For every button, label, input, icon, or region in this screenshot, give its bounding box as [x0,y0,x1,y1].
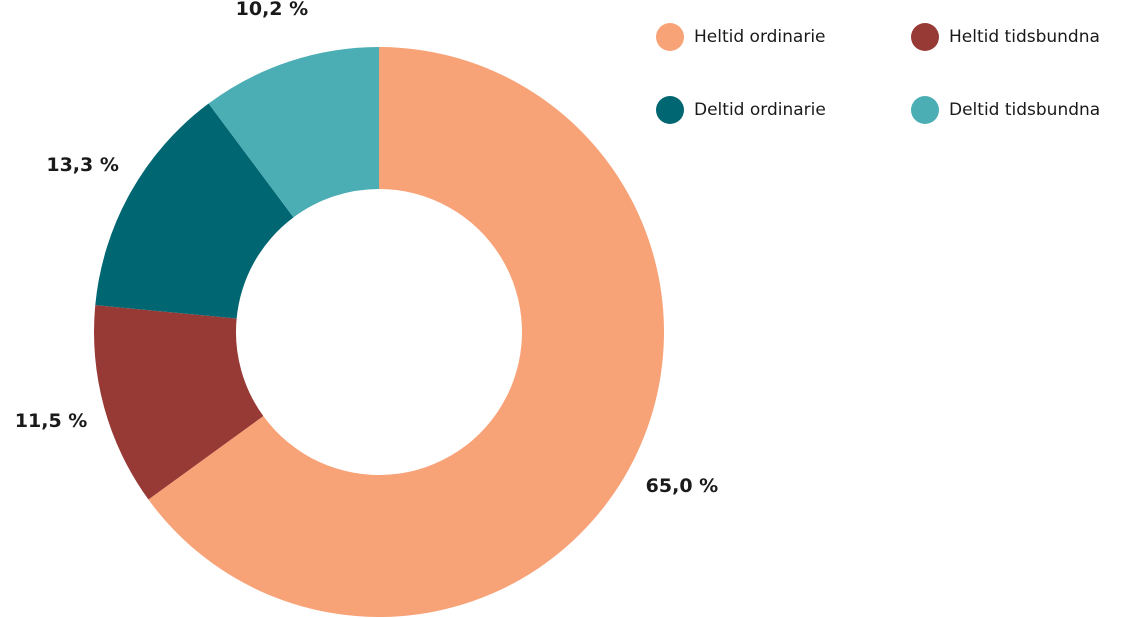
legend-swatch [656,23,684,51]
legend-label: Heltid tidsbundna [949,27,1100,47]
legend-label: Deltid tidsbundna [949,100,1100,120]
data-label: 13,3 % [46,154,119,176]
legend-swatch [911,96,939,124]
donut-slice [95,103,294,319]
legend-label: Heltid ordinarie [694,27,826,47]
data-label: 11,5 % [15,410,88,432]
legend-label: Deltid ordinarie [694,100,826,120]
data-label: 65,0 % [646,475,719,497]
legend-swatch [911,23,939,51]
legend-swatch [656,96,684,124]
donut-slice [94,305,264,500]
data-label: 10,2 % [236,0,309,20]
donut-slice [148,47,664,618]
donut-slice [208,46,379,218]
